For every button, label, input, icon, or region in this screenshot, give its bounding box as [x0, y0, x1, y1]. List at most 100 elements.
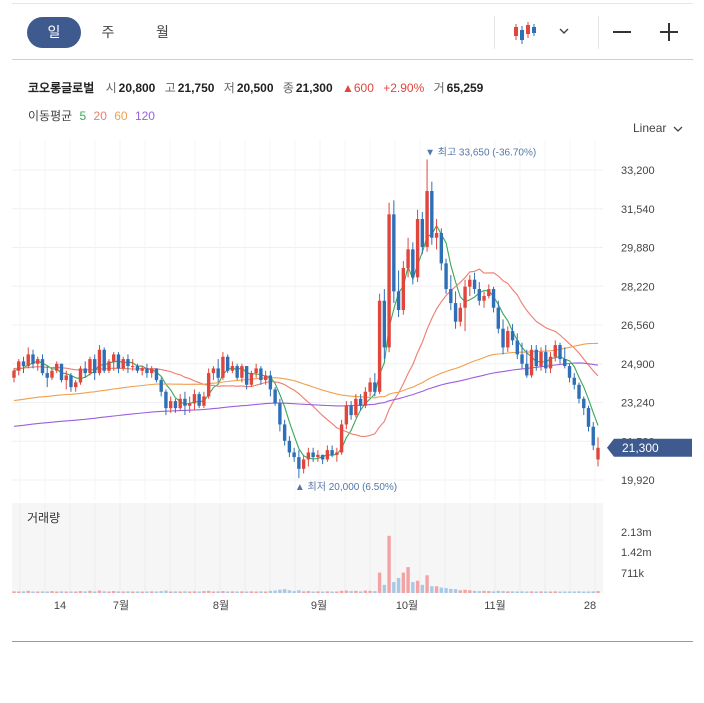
candle-body — [392, 214, 396, 292]
price-info: 코오롱글로벌 시 20,800 고 21,750 저 20,500 종 21,300 ▲… — [28, 79, 489, 96]
candle-body — [21, 361, 26, 367]
tab-monthly[interactable]: 월 — [156, 24, 169, 40]
candle-body — [235, 366, 239, 378]
candle-body — [145, 368, 149, 374]
high-annotation: ▼ 최고 33,650 (-36.70%) — [425, 146, 536, 158]
price-tick-label: 19,920 — [621, 475, 655, 487]
candle — [392, 200, 396, 304]
candle — [586, 405, 591, 432]
candle-body — [135, 366, 140, 371]
candle-body — [259, 368, 263, 381]
candle-body — [363, 391, 368, 406]
volume-bar — [164, 590, 168, 593]
price-tag-shape — [607, 438, 692, 457]
volume-bar — [477, 591, 482, 593]
candle — [254, 363, 258, 378]
candle-body — [515, 340, 519, 355]
candle-body — [202, 396, 206, 406]
candle-body — [221, 356, 225, 378]
candle-body — [268, 375, 273, 390]
candle — [17, 359, 21, 376]
candle — [235, 363, 239, 381]
candle — [197, 391, 201, 409]
candle-body — [140, 368, 144, 371]
candle — [582, 396, 586, 416]
ma-60[interactable]: 60 — [114, 109, 128, 123]
volume-bar — [50, 591, 54, 593]
chart-toolbar: 일 주 월 — [12, 3, 693, 60]
candle-body — [230, 366, 235, 371]
ma-120-line — [13, 362, 599, 427]
x-tick-label: 28 — [584, 600, 596, 612]
price-tick-label: 26,560 — [621, 320, 655, 332]
volume-bar — [563, 591, 567, 593]
volume-bar — [501, 591, 505, 593]
candle — [439, 228, 444, 271]
candle — [591, 422, 595, 451]
candle — [45, 366, 49, 388]
volume-bar — [596, 591, 600, 593]
ma-5[interactable]: 5 — [79, 109, 87, 123]
change-pct: +2.90% — [383, 81, 425, 95]
candle-body — [107, 361, 111, 371]
volume-bar — [520, 591, 524, 593]
candle — [553, 340, 557, 362]
candle — [563, 347, 567, 369]
last-price-label: 21,300 — [622, 441, 659, 455]
volume-bar — [254, 591, 258, 593]
candle — [425, 159, 429, 252]
x-tick-label: 7월 — [113, 599, 129, 612]
candle-body — [320, 454, 325, 460]
volume-bar — [491, 591, 496, 593]
candle — [420, 212, 425, 255]
scale-select[interactable]: Linear — [633, 121, 684, 135]
candle — [59, 363, 64, 383]
candle — [93, 354, 97, 381]
candle-body — [468, 279, 472, 287]
tab-daily[interactable]: 일 — [27, 17, 81, 48]
candle-body — [173, 401, 178, 409]
candle-body — [50, 370, 54, 378]
candle-body — [116, 354, 121, 369]
candle — [529, 345, 534, 378]
zoom-out-button[interactable] — [608, 18, 636, 46]
price-tick-label: 29,880 — [621, 243, 655, 255]
volume-bar — [249, 591, 254, 593]
candle-body — [506, 331, 510, 348]
candle-body — [591, 426, 595, 446]
volume-bar — [482, 590, 486, 593]
candle — [50, 368, 54, 381]
candle — [320, 454, 325, 465]
ma-120[interactable]: 120 — [134, 109, 155, 123]
candle-body — [449, 289, 453, 304]
volume-bar — [572, 591, 576, 593]
volume-grid — [19, 503, 596, 593]
candle-body — [434, 233, 439, 238]
zoom-in-button[interactable] — [655, 18, 683, 46]
candle — [472, 272, 477, 294]
candle-body — [544, 352, 548, 369]
moving-averages — [13, 224, 599, 460]
low-label: 저 — [223, 81, 235, 95]
candle — [491, 286, 496, 313]
candle-body — [244, 366, 249, 385]
candle-body — [40, 359, 45, 374]
candle-body — [510, 331, 515, 341]
volume-bar — [221, 591, 225, 593]
open-label: 시 — [105, 81, 117, 95]
candle-body — [178, 398, 182, 409]
volume-bar — [406, 567, 410, 593]
volume-bar — [78, 591, 83, 593]
candle-body — [154, 368, 159, 381]
tab-weekly[interactable]: 주 — [101, 24, 115, 40]
ma-20[interactable]: 20 — [93, 109, 107, 123]
candle-body — [358, 398, 363, 406]
high-label: 고 — [164, 81, 176, 95]
candle-body — [387, 214, 391, 348]
candle — [107, 359, 111, 374]
candle-body — [121, 359, 125, 369]
candle — [240, 363, 244, 383]
candle — [74, 380, 78, 392]
candle-type-dropdown[interactable] — [512, 20, 582, 46]
